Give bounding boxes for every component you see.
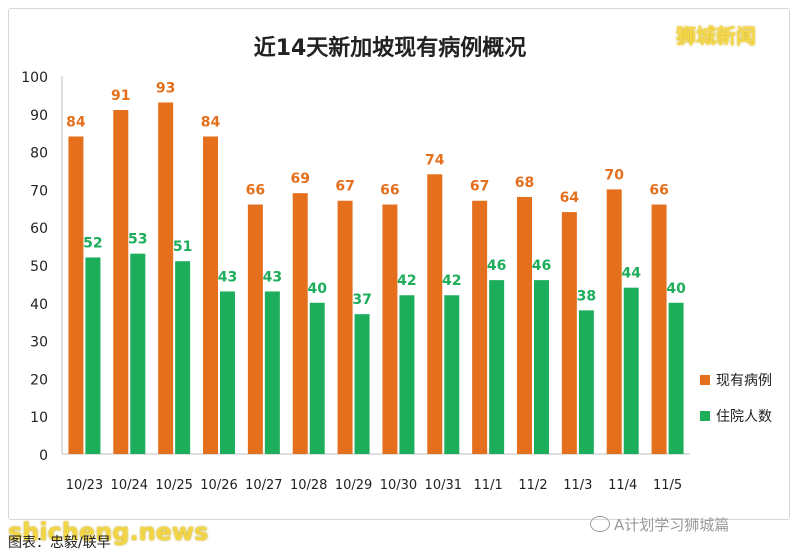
bar-hospitalised — [399, 295, 415, 454]
bar-hospitalised — [264, 291, 280, 454]
bar-current-cases — [158, 102, 174, 455]
data-label-current-cases: 66 — [246, 183, 265, 199]
data-label-hospitalised: 42 — [397, 273, 416, 289]
data-label-current-cases: 84 — [66, 114, 86, 130]
data-label-current-cases: 66 — [380, 183, 399, 199]
data-label-hospitalised: 42 — [442, 273, 461, 289]
y-tick-label: 70 — [30, 183, 48, 199]
y-tick-label: 60 — [30, 221, 48, 237]
bar-hospitalised — [489, 280, 505, 454]
data-label-current-cases: 93 — [156, 80, 175, 96]
y-tick-label: 10 — [30, 410, 48, 426]
y-tick-label: 30 — [30, 335, 48, 351]
bars — [68, 102, 684, 455]
x-tick-label: 10/29 — [335, 478, 372, 493]
y-tick-label: 50 — [30, 259, 48, 275]
data-label-hospitalised: 53 — [128, 232, 147, 248]
data-label-hospitalised: 37 — [352, 292, 371, 308]
bar-current-cases — [472, 200, 488, 454]
wechat-credit: A计划学习狮城篇 — [590, 514, 729, 535]
bar-hospitalised — [175, 261, 191, 454]
data-label-current-cases: 69 — [290, 171, 309, 187]
legend-swatch — [700, 375, 710, 385]
data-label-hospitalised: 46 — [487, 258, 506, 274]
data-label-current-cases: 67 — [335, 179, 354, 195]
bar-current-cases — [517, 196, 532, 454]
bar-current-cases — [561, 212, 577, 454]
data-label-hospitalised: 44 — [621, 266, 641, 282]
data-label-current-cases: 68 — [515, 175, 534, 191]
bar-current-cases — [382, 204, 398, 454]
data-label-current-cases: 84 — [201, 114, 221, 130]
x-tick-label: 11/1 — [474, 478, 503, 493]
bar-hospitalised — [130, 253, 146, 454]
data-label-hospitalised: 46 — [532, 258, 551, 274]
bar-hospitalised — [623, 287, 639, 454]
bar-current-cases — [292, 193, 308, 454]
chart-title: 近14天新加坡现有病例概况 — [254, 35, 527, 61]
x-tick-label: 10/26 — [200, 478, 237, 493]
data-label-hospitalised: 43 — [263, 269, 282, 285]
bar-hospitalised — [354, 314, 370, 454]
legend-label: 住院人数 — [716, 409, 772, 425]
y-tick-label: 80 — [30, 146, 48, 162]
bar-current-cases — [337, 200, 353, 454]
bar-current-cases — [113, 110, 129, 455]
x-tick-label: 10/28 — [290, 478, 327, 493]
wechat-icon — [590, 516, 610, 532]
bar-current-cases — [427, 174, 443, 454]
data-label-current-cases: 66 — [649, 183, 668, 199]
x-tick-label: 11/2 — [518, 478, 547, 493]
x-tick-label: 10/30 — [380, 478, 417, 493]
bar-hospitalised — [444, 295, 460, 454]
data-label-current-cases: 67 — [470, 179, 489, 195]
bar-hospitalised — [578, 310, 594, 454]
x-tick-label: 10/25 — [155, 478, 192, 493]
data-label-hospitalised: 40 — [666, 281, 686, 297]
x-tick-label: 10/27 — [245, 478, 282, 493]
data-label-hospitalised: 52 — [83, 235, 102, 251]
watermark-top-right: 狮城新闻 — [676, 24, 756, 48]
bar-current-cases — [606, 189, 622, 454]
data-label-current-cases: 74 — [425, 152, 445, 168]
watermark-bottom-left: shicheng.news — [8, 518, 209, 546]
data-label-current-cases: 91 — [111, 88, 130, 104]
wechat-credit-text: A计划学习狮城篇 — [614, 516, 730, 534]
y-tick-label: 100 — [21, 70, 48, 86]
x-tick-label: 11/4 — [608, 478, 637, 493]
x-tick-label: 10/24 — [111, 478, 148, 493]
data-label-hospitalised: 40 — [307, 281, 327, 297]
x-tick-label: 11/5 — [653, 478, 682, 493]
source-note: 图表：忠毅/联早 — [8, 535, 111, 551]
data-label-hospitalised: 51 — [173, 239, 192, 255]
bar-hospitalised — [309, 302, 325, 454]
bar-hospitalised — [220, 291, 235, 454]
y-tick-label: 0 — [39, 448, 48, 464]
bar-current-cases — [247, 204, 263, 454]
legend-label: 现有病例 — [716, 373, 772, 389]
bar-hospitalised — [85, 257, 101, 454]
bar-current-cases — [651, 204, 667, 454]
x-tick-label: 10/23 — [66, 478, 103, 493]
data-label-current-cases: 70 — [604, 167, 624, 183]
data-label-hospitalised: 43 — [218, 269, 237, 285]
bar-hospitalised — [668, 302, 684, 454]
data-labels: 10/23 84 52 10/24 91 53 10/25 93 51 10/26 84 43 10/2… — [66, 80, 686, 493]
bar-hospitalised — [534, 280, 549, 454]
data-label-current-cases: 64 — [560, 190, 580, 206]
y-tick-label: 20 — [30, 372, 48, 388]
data-label-hospitalised: 38 — [577, 288, 596, 304]
legend-swatch — [700, 411, 710, 421]
y-tick-label: 90 — [30, 108, 48, 124]
x-tick-label: 11/3 — [563, 478, 592, 493]
y-tick-label: 40 — [30, 297, 48, 313]
bar-current-cases — [68, 136, 84, 455]
x-tick-label: 10/31 — [425, 478, 462, 493]
bar-current-cases — [203, 136, 218, 455]
